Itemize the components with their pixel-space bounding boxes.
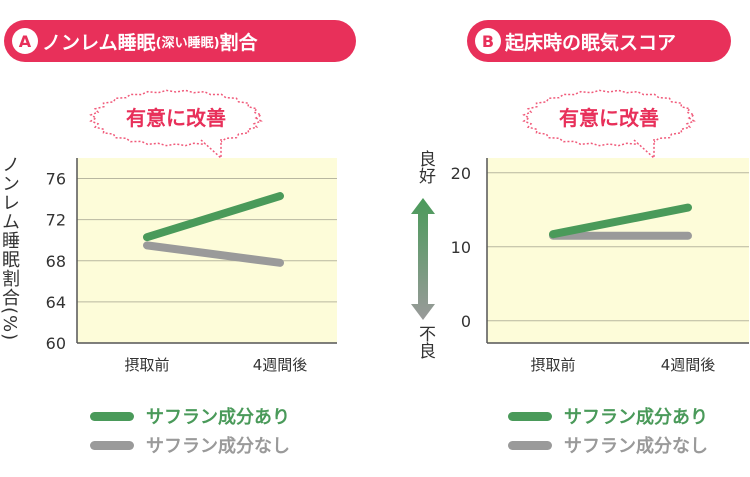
x-tick-label: 4週間後 xyxy=(661,356,716,374)
legend-swatch-without xyxy=(90,440,134,450)
y-tick-label: 64 xyxy=(46,293,66,312)
legend-label-with: サフラン成分あり xyxy=(146,407,290,428)
legend-item-without: サフラン成分なし xyxy=(508,432,708,458)
panel-title: A ノンレム睡眠 (深い睡眠) 割合 xyxy=(4,20,356,62)
title-badge: B xyxy=(475,28,501,54)
chart-nonrem: 60 64 68 72 76 摂取前 4週間後 有意に改善 xyxy=(46,89,337,374)
panel-title: B 起床時の眠気スコア xyxy=(467,20,731,62)
y-tick-label: 72 xyxy=(46,211,66,230)
y-tick-label: 76 xyxy=(46,170,66,189)
title-paren: (深い睡眠) xyxy=(155,35,220,51)
callout-text: 有意に改善 xyxy=(559,106,659,130)
legend-label-without: サフラン成分なし xyxy=(146,436,290,457)
legend-item-with: サフラン成分あり xyxy=(90,403,290,429)
legend-swatch-without xyxy=(508,440,552,450)
x-tick-label: 摂取前 xyxy=(124,356,169,374)
title-badge: A xyxy=(12,28,38,54)
series-line-without xyxy=(143,241,284,267)
callout-tail xyxy=(633,139,655,160)
y-tick-label: 20 xyxy=(451,164,471,183)
scale-top-label: 良好 xyxy=(415,150,435,184)
y-axis-label: ノンレム睡眠割合(%) xyxy=(0,155,20,342)
callout-tail xyxy=(200,139,222,160)
double-arrow-icon xyxy=(411,198,435,320)
series-line-with xyxy=(143,192,284,242)
y-tick-label: 0 xyxy=(461,312,471,331)
title-end: 割合 xyxy=(219,31,258,54)
x-tick-label: 摂取前 xyxy=(530,356,575,374)
series-line-with xyxy=(549,203,692,239)
chart-sleepiness: 0 10 20 摂取前 4週間後 有意に改善 xyxy=(411,89,749,374)
legend-swatch-with xyxy=(508,411,552,421)
panel-nonrem: A ノンレム睡眠 (深い睡眠) 割合 ノンレム睡眠割合(%) 60 64 68 72 76 摂… xyxy=(0,20,356,458)
x-tick-label: 4週間後 xyxy=(253,356,308,374)
legend-label-without: サフラン成分なし xyxy=(564,436,708,457)
callout-text: 有意に改善 xyxy=(126,106,226,130)
y-tick-label: 68 xyxy=(46,252,66,271)
plot-area xyxy=(487,158,749,343)
title-main: ノンレム睡眠 xyxy=(42,31,156,54)
title-main: 起床時の眠気スコア xyxy=(505,31,677,54)
legend-label-with: サフラン成分あり xyxy=(564,407,708,428)
y-tick-label: 10 xyxy=(451,238,471,257)
scale-bottom-label: 不良 xyxy=(415,325,435,359)
panel-sleepiness: B 起床時の眠気スコア 良好 不良 0 10 20 摂取前 4週間後 有意に改善 サフラン… xyxy=(375,0,750,477)
legend-item-with: サフラン成分あり xyxy=(508,403,708,429)
y-tick-label: 60 xyxy=(46,334,66,353)
legend-item-without: サフラン成分なし xyxy=(90,432,290,458)
legend-swatch-with xyxy=(90,411,134,421)
